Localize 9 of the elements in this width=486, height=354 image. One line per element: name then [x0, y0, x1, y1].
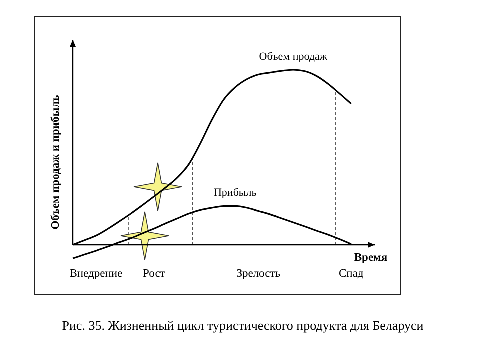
- x-axis-title: Время: [354, 252, 388, 264]
- x-tick-label: Рост: [143, 268, 166, 280]
- y-axis-title: Объем продаж и прибыль: [50, 95, 62, 230]
- series-label: Объем продаж: [259, 51, 328, 63]
- series-label: Прибыль: [214, 187, 257, 200]
- x-tick-label: Зрелость: [236, 268, 280, 280]
- x-tick-label: Спад: [339, 268, 364, 280]
- x-tick-label: Внедрение: [70, 268, 123, 280]
- text: Рис. 35. Жизненный цикл туристического продукта для Беларуси: [62, 318, 424, 333]
